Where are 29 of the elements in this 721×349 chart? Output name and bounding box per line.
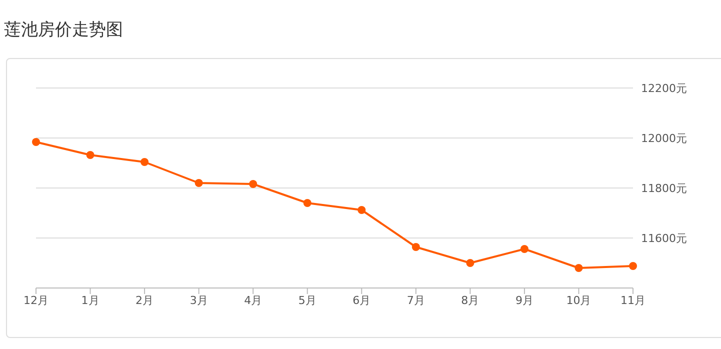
x-tick-label: 12月 [24, 294, 48, 307]
chart-title: 莲池房价走势图 [4, 19, 123, 41]
x-tick-label: 5月 [298, 294, 316, 307]
y-tick-label: 12200元 [641, 82, 687, 95]
point [574, 264, 583, 272]
point [194, 179, 203, 187]
point [249, 180, 258, 188]
point [303, 199, 312, 207]
x-tick-label: 11月 [620, 294, 646, 307]
x-tick-label: 7月 [406, 294, 425, 307]
y-tick-label: 11800元 [641, 182, 687, 195]
point [520, 245, 528, 253]
y-tick-label: 11600元 [641, 232, 687, 245]
y-tick-label: 12000元 [641, 132, 687, 145]
x-tick-label: 1月 [81, 294, 100, 307]
point [358, 206, 366, 214]
x-tick-label: 4月 [244, 294, 262, 307]
point [466, 259, 474, 267]
x-tick-label: 9月 [515, 294, 534, 307]
x-tick-label: 6月 [352, 294, 371, 307]
x-tick-label: 10月 [566, 294, 592, 307]
x-tick-label: 2月 [136, 294, 154, 307]
x-tick-label: 8月 [461, 294, 480, 307]
x-tick-label: 3月 [190, 294, 208, 307]
point [412, 243, 420, 251]
point [629, 262, 637, 270]
point [86, 151, 94, 159]
point [140, 158, 149, 166]
point [32, 138, 40, 146]
